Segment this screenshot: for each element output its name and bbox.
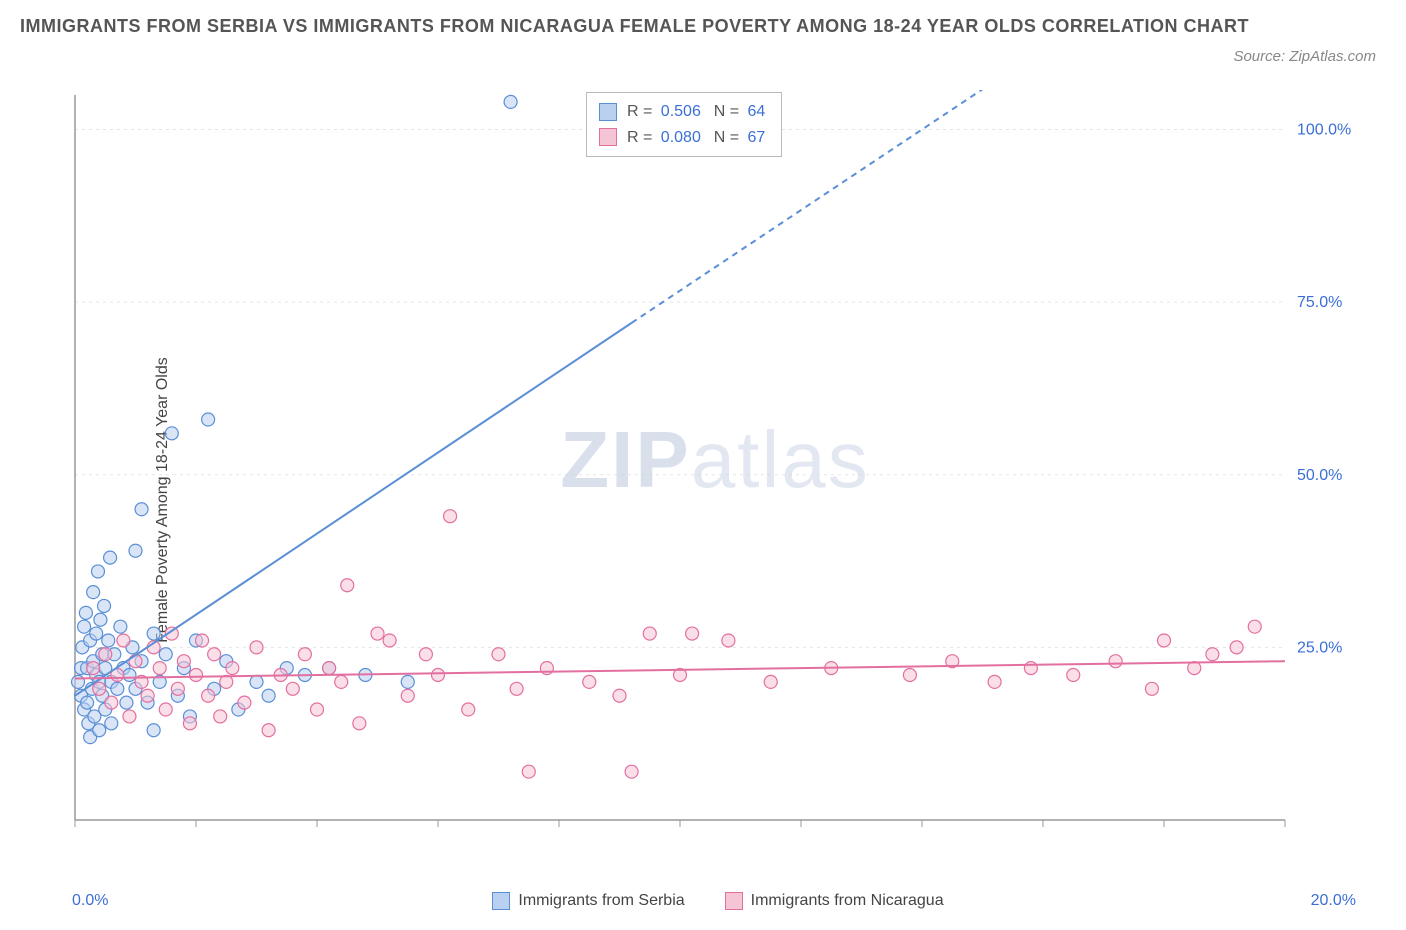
source-attribution: Source: ZipAtlas.com	[1233, 48, 1376, 65]
stats-text: R = 0.506 N = 64	[627, 99, 769, 125]
stats-row: R = 0.080 N = 67	[599, 125, 769, 151]
stats-legend-box: R = 0.506 N = 64R = 0.080 N = 67	[586, 92, 782, 157]
svg-text:75.0%: 75.0%	[1297, 294, 1342, 311]
legend-item-nicaragua: Immigrants from Nicaragua	[725, 892, 944, 910]
chart-svg: 25.0% 50.0% 75.0% 100.0%	[70, 90, 1360, 860]
stats-swatch	[599, 128, 617, 146]
chart-title: IMMIGRANTS FROM SERBIA VS IMMIGRANTS FRO…	[20, 12, 1386, 41]
svg-text:50.0%: 50.0%	[1297, 467, 1342, 484]
svg-text:100.0%: 100.0%	[1297, 122, 1351, 139]
stats-text: R = 0.080 N = 67	[627, 125, 769, 151]
x-axis-start-label: 0.0%	[72, 892, 108, 910]
legend-item-serbia: Immigrants from Serbia	[492, 892, 684, 910]
legend-label-nicaragua: Immigrants from Nicaragua	[751, 892, 944, 910]
legend-swatch-nicaragua	[725, 892, 743, 910]
bottom-legend: 0.0% Immigrants from Serbia Immigrants f…	[50, 892, 1386, 910]
legend-swatch-serbia	[492, 892, 510, 910]
plot-area: ZIPatlas 25.0%50.0%75.0%100.0% R = 0.506…	[70, 90, 1360, 860]
x-axis-end-label: 20.0%	[1311, 892, 1356, 910]
chart-container: Female Poverty Among 18-24 Year Olds ZIP…	[50, 90, 1386, 910]
legend-label-serbia: Immigrants from Serbia	[518, 892, 684, 910]
stats-row: R = 0.506 N = 64	[599, 99, 769, 125]
stats-swatch	[599, 103, 617, 121]
svg-text:25.0%: 25.0%	[1297, 639, 1342, 656]
